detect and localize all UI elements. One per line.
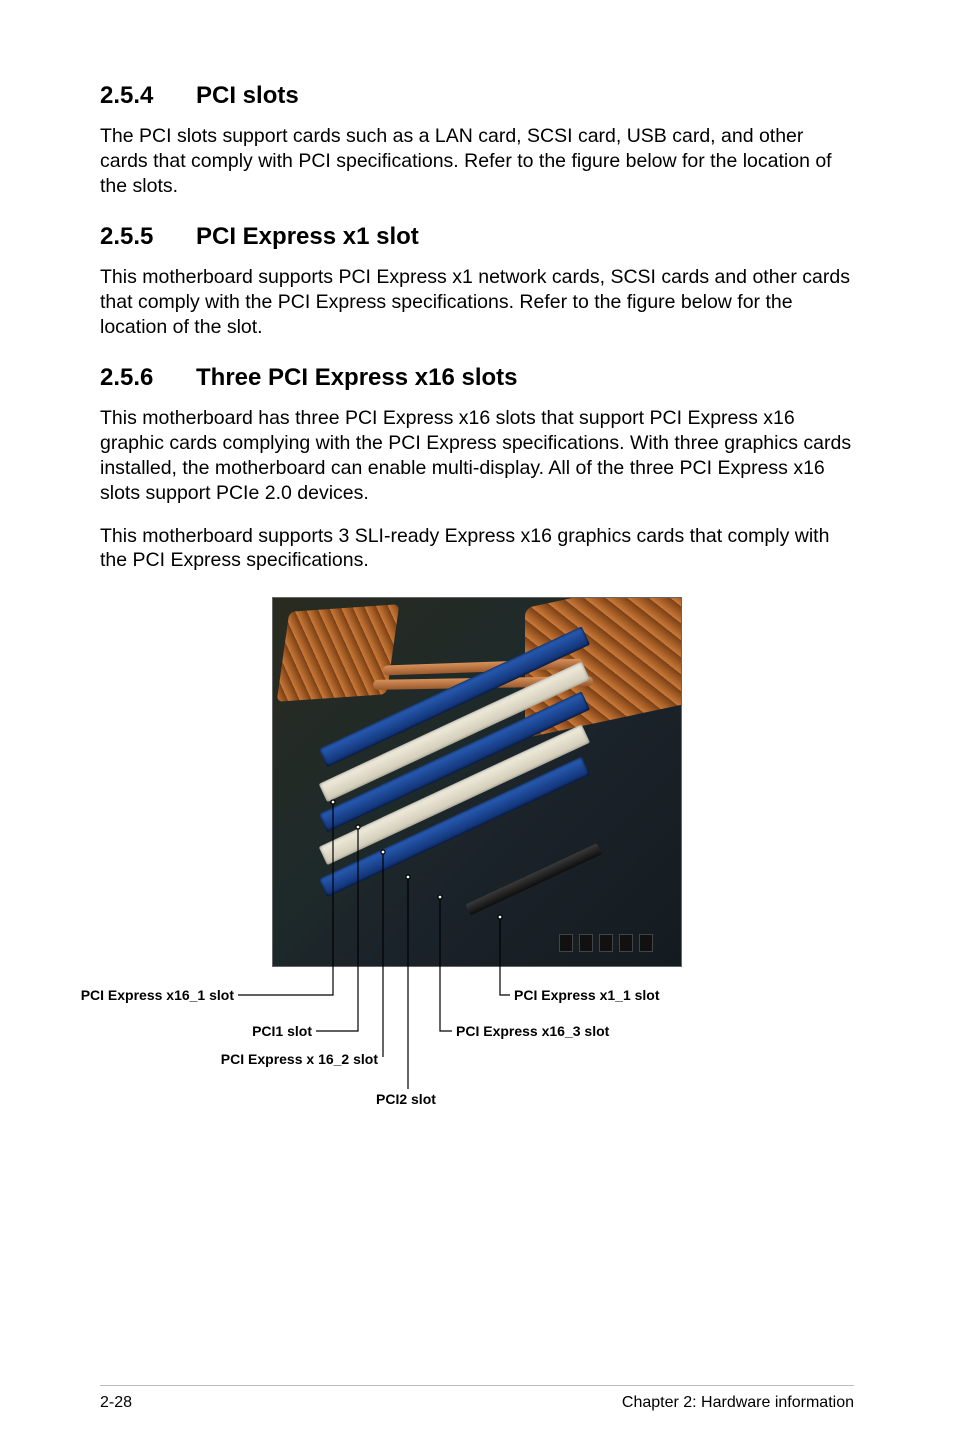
label-pcie-x1-1: PCI Express x1_1 slot: [514, 987, 660, 1003]
motherboard-photo: [272, 597, 682, 967]
section-body-255: This motherboard supports PCI Express x1…: [100, 265, 854, 340]
section-body-254: The PCI slots support cards such as a LA…: [100, 124, 854, 199]
section-number: 2.5.5: [100, 223, 196, 251]
section-heading-256: 2.5.6 Three PCI Express x16 slots: [100, 364, 854, 392]
label-pci2: PCI2 slot: [376, 1091, 436, 1107]
section-heading-254: 2.5.4 PCI slots: [100, 82, 854, 110]
motherboard-figure: PCI Express x16_1 slot PCI1 slot PCI Exp…: [100, 597, 854, 1157]
page-number: 2-28: [100, 1394, 132, 1412]
section-body-256-p1: This motherboard has three PCI Express x…: [100, 406, 854, 506]
page-footer: 2-28 Chapter 2: Hardware information: [100, 1385, 854, 1386]
section-body-256-p2: This motherboard supports 3 SLI-ready Ex…: [100, 524, 854, 574]
section-heading-255: 2.5.5 PCI Express x1 slot: [100, 223, 854, 251]
label-pcie-x16-2: PCI Express x 16_2 slot: [221, 1051, 378, 1067]
label-pci1: PCI1 slot: [252, 1023, 312, 1039]
label-pcie-x16-1: PCI Express x16_1 slot: [81, 987, 234, 1003]
section-title: PCI Express x1 slot: [196, 223, 419, 251]
chapter-label: Chapter 2: Hardware information: [622, 1394, 854, 1412]
section-title: PCI slots: [196, 82, 299, 110]
section-number: 2.5.6: [100, 364, 196, 392]
slot-pcie-x1-1: [465, 844, 601, 916]
section-number: 2.5.4: [100, 82, 196, 110]
slot-pcie-x16-2: [319, 692, 590, 833]
board-chips-icon: [559, 934, 653, 952]
label-pcie-x16-3: PCI Express x16_3 slot: [456, 1023, 609, 1039]
section-title: Three PCI Express x16 slots: [196, 364, 518, 392]
